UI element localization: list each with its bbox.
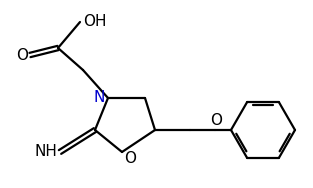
Text: O: O bbox=[16, 48, 28, 62]
Text: O: O bbox=[124, 151, 136, 166]
Text: O: O bbox=[210, 113, 222, 128]
Text: NH: NH bbox=[34, 145, 57, 159]
Text: OH: OH bbox=[83, 14, 106, 30]
Text: N: N bbox=[94, 90, 105, 105]
